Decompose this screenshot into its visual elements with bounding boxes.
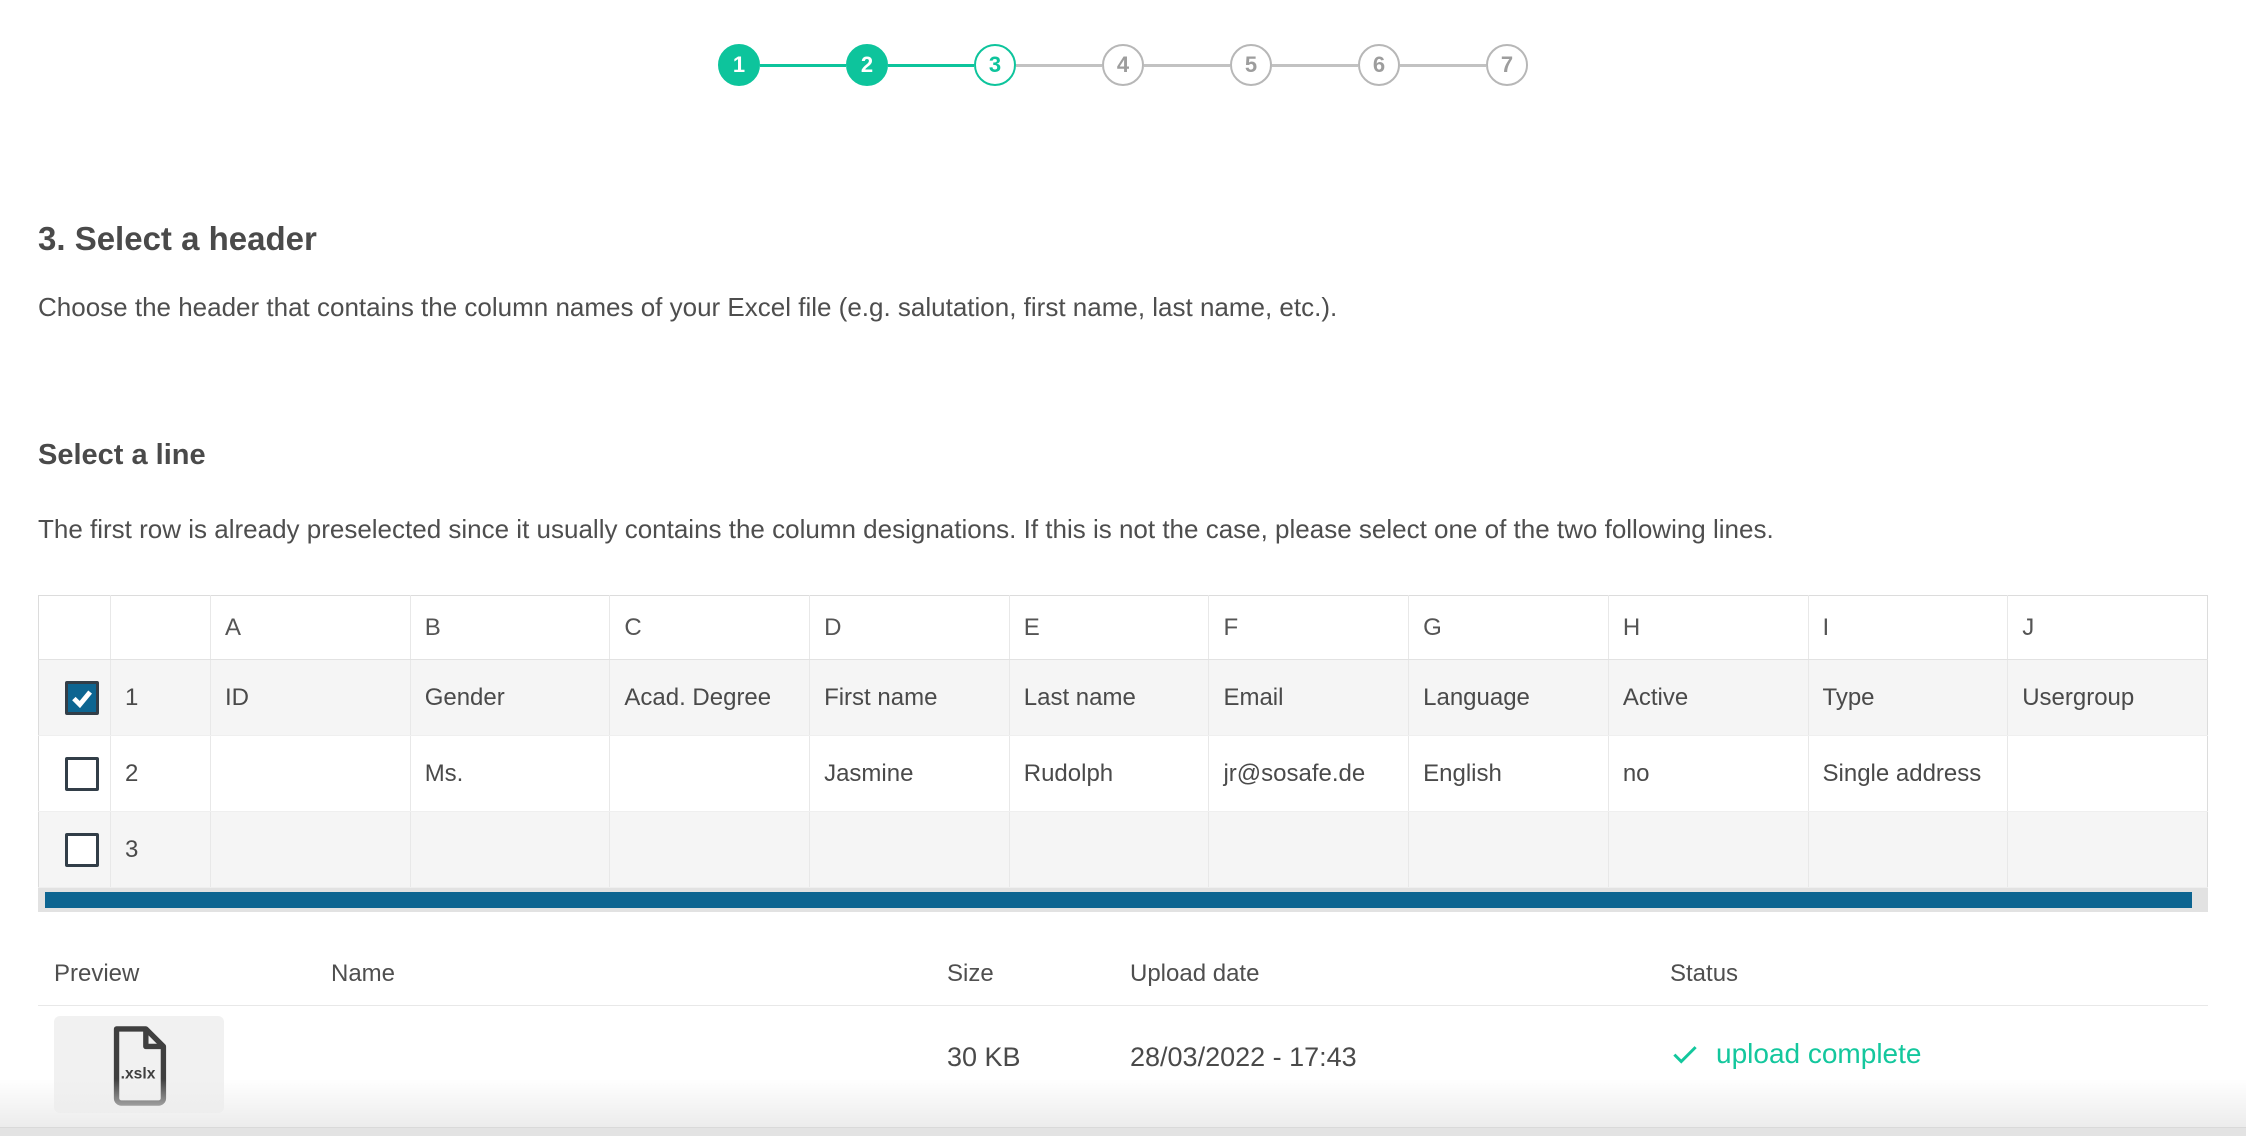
column-letter-row: A B C D E F G H I J	[38, 595, 2208, 660]
step-5: 5	[1230, 44, 1272, 86]
row-2-checkbox[interactable]	[64, 756, 99, 791]
cell	[210, 735, 411, 812]
cell	[210, 811, 411, 888]
cell: Jasmine	[809, 735, 1010, 812]
checkmark-icon	[71, 689, 92, 708]
table-row[interactable]: 2 Ms. Jasmine Rudolph jr@sosafe.de Engli…	[38, 735, 2208, 812]
cell	[410, 811, 611, 888]
cell	[609, 735, 811, 812]
cell: Active	[1608, 659, 1809, 736]
cell	[1408, 811, 1609, 888]
cell: Gender	[410, 659, 611, 736]
upload-date-column-header: Upload date	[1130, 960, 1260, 987]
wizard-stepper: 1 2 3 4 5 6 7	[0, 0, 2246, 86]
checkbox-column-header	[38, 595, 111, 660]
step-connector-5	[1272, 63, 1358, 67]
step-1: 1	[718, 44, 760, 86]
file-size-value: 30 KB	[947, 1042, 1021, 1072]
cell: ID	[210, 659, 411, 736]
row-3-checkbox[interactable]	[64, 832, 99, 867]
xlsx-file-icon: .xslx	[113, 1025, 167, 1106]
cell: Usergroup	[2007, 659, 2208, 736]
file-upload-date-value: 28/03/2022 - 17:43	[1130, 1042, 1357, 1072]
cell: no	[1608, 735, 1809, 812]
step-connector-2	[888, 63, 974, 67]
row-number: 2	[110, 735, 211, 812]
column-letter: F	[1208, 595, 1410, 660]
column-letter: C	[609, 595, 811, 660]
cell: jr@sosafe.de	[1208, 735, 1410, 812]
file-status-label: upload complete	[1716, 1038, 1922, 1069]
page-description: Choose the header that contains the colu…	[38, 292, 1338, 322]
cell	[609, 811, 811, 888]
step-2: 2	[846, 44, 888, 86]
table-row[interactable]: 3	[38, 811, 2208, 888]
column-letter: J	[2007, 595, 2208, 660]
step-7: 7	[1486, 44, 1528, 86]
column-letter: H	[1608, 595, 1809, 660]
row-number: 1	[110, 659, 211, 736]
step-connector-4	[1144, 63, 1230, 67]
table-scrollbar-thumb[interactable]	[45, 892, 2192, 908]
cell	[809, 811, 1010, 888]
cell	[1808, 811, 2009, 888]
column-letter: I	[1808, 595, 2009, 660]
cell: Last name	[1009, 659, 1210, 736]
page-title: 3. Select a header	[38, 220, 317, 257]
select-line-title: Select a line	[38, 439, 206, 471]
size-column-header: Size	[947, 960, 994, 987]
name-column-header: Name	[331, 960, 396, 987]
step-4: 4	[1102, 44, 1144, 86]
step-6: 6	[1358, 44, 1400, 86]
row-number-column-header	[110, 595, 211, 660]
cell: Rudolph	[1009, 735, 1210, 812]
cell: Acad. Degree	[609, 659, 811, 736]
cell: Email	[1208, 659, 1410, 736]
cell: Ms.	[410, 735, 611, 812]
cell	[1009, 811, 1210, 888]
select-line-description: The first row is already preselected sin…	[38, 514, 1774, 544]
column-letter: G	[1408, 595, 1609, 660]
cell	[2007, 811, 2208, 888]
preview-column-header: Preview	[54, 960, 140, 987]
cell: Type	[1808, 659, 2009, 736]
row-1-checkbox[interactable]	[64, 680, 99, 715]
step-connector-1	[760, 63, 846, 67]
cell: English	[1408, 735, 1609, 812]
cell: First name	[809, 659, 1010, 736]
table-row[interactable]: 1 ID Gender Acad. Degree First name Last…	[38, 659, 2208, 736]
column-letter: B	[410, 595, 611, 660]
step-3: 3	[974, 44, 1016, 86]
table-horizontal-scrollbar	[38, 888, 2208, 912]
status-column-header: Status	[1670, 960, 1739, 987]
file-type-label: .xslx	[121, 1065, 156, 1082]
header-selection-table: A B C D E F G H I J	[38, 595, 2208, 888]
cell	[2007, 735, 2208, 812]
uploaded-file-list: Preview Name Size Upload date Status .xs…	[38, 960, 2208, 1130]
status-check-icon	[1673, 1046, 1697, 1064]
cell	[1208, 811, 1410, 888]
column-letter: E	[1009, 595, 1210, 660]
file-status: upload complete	[1670, 1038, 1921, 1070]
file-row: .xslx 30 KB 28/03/2022 - 17:43 upload co…	[38, 1006, 2208, 1130]
step-connector-6	[1400, 63, 1486, 67]
cell	[1608, 811, 1809, 888]
step-connector-3	[1016, 63, 1102, 67]
column-letter: D	[809, 595, 1010, 660]
cell: Language	[1408, 659, 1609, 736]
file-preview-tile: .xslx	[54, 1016, 224, 1113]
column-letter: A	[210, 595, 411, 660]
row-number: 3	[110, 811, 211, 888]
page-horizontal-scrollbar[interactable]	[0, 1127, 2246, 1136]
cell: Single address	[1808, 735, 2009, 812]
file-list-header: Preview Name Size Upload date Status	[38, 960, 2208, 1006]
